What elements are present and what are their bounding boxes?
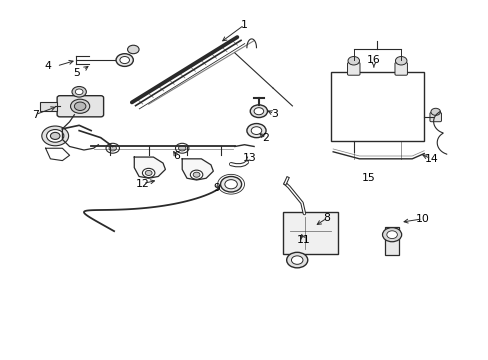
- Circle shape: [190, 170, 203, 179]
- Circle shape: [145, 170, 152, 175]
- Text: 5: 5: [73, 68, 80, 78]
- Text: 12: 12: [136, 179, 149, 189]
- FancyBboxPatch shape: [429, 113, 441, 122]
- Circle shape: [382, 228, 401, 242]
- Circle shape: [116, 54, 133, 66]
- Circle shape: [178, 145, 185, 151]
- FancyBboxPatch shape: [347, 63, 359, 75]
- Text: 14: 14: [424, 154, 437, 164]
- Text: 4: 4: [44, 61, 51, 71]
- Circle shape: [347, 57, 359, 65]
- Circle shape: [250, 105, 267, 118]
- FancyBboxPatch shape: [57, 96, 103, 117]
- Text: 2: 2: [262, 133, 269, 143]
- Circle shape: [106, 143, 119, 153]
- Circle shape: [224, 180, 237, 189]
- Circle shape: [430, 108, 440, 115]
- Circle shape: [142, 168, 155, 177]
- Circle shape: [286, 252, 307, 268]
- Circle shape: [254, 108, 263, 115]
- Circle shape: [41, 126, 68, 146]
- Circle shape: [291, 256, 303, 264]
- Circle shape: [175, 143, 188, 153]
- FancyBboxPatch shape: [282, 212, 337, 254]
- Text: 13: 13: [242, 153, 256, 163]
- Circle shape: [46, 130, 64, 142]
- Circle shape: [109, 145, 116, 151]
- Circle shape: [75, 89, 83, 95]
- Text: 8: 8: [323, 213, 330, 223]
- Circle shape: [127, 45, 139, 54]
- Text: 1: 1: [241, 20, 247, 30]
- Text: 7: 7: [32, 110, 39, 120]
- Circle shape: [70, 99, 89, 113]
- Circle shape: [50, 132, 60, 139]
- Circle shape: [386, 231, 397, 239]
- Circle shape: [395, 57, 406, 65]
- Text: 9: 9: [213, 183, 220, 193]
- Text: 11: 11: [296, 235, 310, 245]
- Text: 3: 3: [270, 109, 277, 119]
- FancyBboxPatch shape: [41, 102, 57, 111]
- Bar: [330, 72, 424, 141]
- Circle shape: [74, 102, 86, 111]
- Text: 16: 16: [366, 55, 380, 65]
- FancyBboxPatch shape: [385, 226, 398, 255]
- Circle shape: [246, 123, 265, 138]
- Text: 6: 6: [173, 151, 180, 161]
- Circle shape: [251, 127, 261, 135]
- Text: 15: 15: [362, 173, 375, 183]
- FancyBboxPatch shape: [394, 63, 407, 75]
- Circle shape: [220, 176, 241, 192]
- Circle shape: [193, 172, 200, 177]
- Text: 10: 10: [415, 214, 429, 224]
- Polygon shape: [182, 159, 213, 180]
- Polygon shape: [134, 157, 165, 178]
- Circle shape: [120, 57, 129, 64]
- Circle shape: [72, 86, 86, 97]
